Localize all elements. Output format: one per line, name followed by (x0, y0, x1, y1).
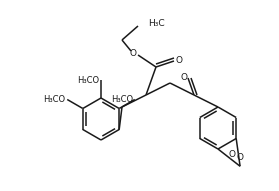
Text: H₃CO: H₃CO (111, 95, 133, 104)
Text: O: O (129, 49, 136, 57)
Text: H₃CO: H₃CO (43, 95, 65, 104)
Text: H₃C: H₃C (148, 19, 165, 28)
Text: O: O (175, 56, 182, 65)
Text: O: O (181, 73, 187, 82)
Text: O: O (228, 150, 235, 159)
Text: H₃CO: H₃CO (77, 75, 99, 84)
Text: O: O (236, 153, 243, 162)
